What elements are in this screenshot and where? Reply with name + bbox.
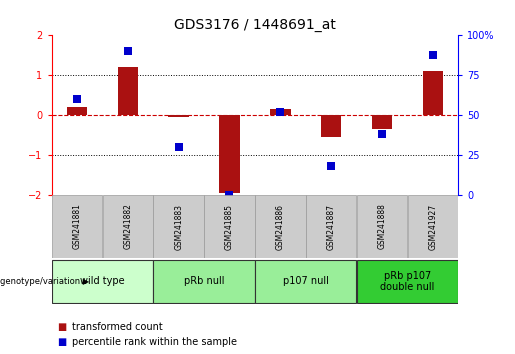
Text: percentile rank within the sample: percentile rank within the sample (72, 337, 237, 347)
Point (276, 109, 284, 115)
Title: GDS3176 / 1448691_at: GDS3176 / 1448691_at (174, 18, 336, 32)
Text: ■: ■ (57, 322, 66, 332)
Bar (168, 115, 189, 117)
Text: transformed count: transformed count (72, 322, 163, 332)
Text: pRb null: pRb null (184, 276, 225, 286)
Text: wild type: wild type (80, 276, 125, 286)
Point (73, 96, 81, 102)
Point (327, 163, 335, 169)
Bar (255, 195, 305, 258)
Point (429, 52, 437, 57)
Text: ■: ■ (57, 337, 66, 347)
Bar (52, 260, 153, 303)
Bar (357, 195, 407, 258)
Bar (408, 195, 458, 258)
Bar (102, 195, 153, 258)
Point (226, 192, 234, 198)
Point (124, 48, 132, 54)
Bar (153, 195, 204, 258)
Text: GSM241881: GSM241881 (73, 204, 81, 250)
Bar (204, 195, 255, 258)
Text: p107 null: p107 null (283, 276, 329, 286)
Text: GSM241888: GSM241888 (377, 204, 387, 250)
Bar (219, 115, 239, 193)
Bar (255, 260, 356, 303)
Point (175, 144, 183, 150)
Text: pRb p107
double null: pRb p107 double null (380, 271, 435, 292)
Bar (52, 195, 102, 258)
Bar (153, 260, 255, 303)
Bar (306, 195, 356, 258)
Bar (372, 115, 392, 129)
Bar (321, 115, 341, 137)
Bar (67, 107, 87, 115)
Text: GSM241883: GSM241883 (174, 204, 183, 250)
Text: GSM241927: GSM241927 (428, 204, 437, 250)
Bar (117, 67, 138, 115)
Bar (270, 109, 290, 115)
Text: GSM241882: GSM241882 (123, 204, 132, 250)
Bar (423, 71, 443, 115)
Text: genotype/variation ▶: genotype/variation ▶ (0, 277, 89, 286)
Text: GSM241886: GSM241886 (276, 204, 285, 250)
Text: GSM241885: GSM241885 (225, 204, 234, 250)
Text: GSM241887: GSM241887 (327, 204, 336, 250)
Bar (357, 260, 458, 303)
Point (378, 131, 386, 137)
